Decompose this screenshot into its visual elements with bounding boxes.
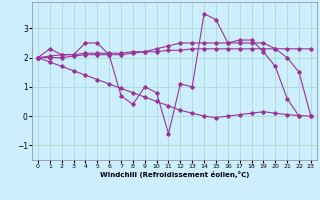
X-axis label: Windchill (Refroidissement éolien,°C): Windchill (Refroidissement éolien,°C) bbox=[100, 171, 249, 178]
